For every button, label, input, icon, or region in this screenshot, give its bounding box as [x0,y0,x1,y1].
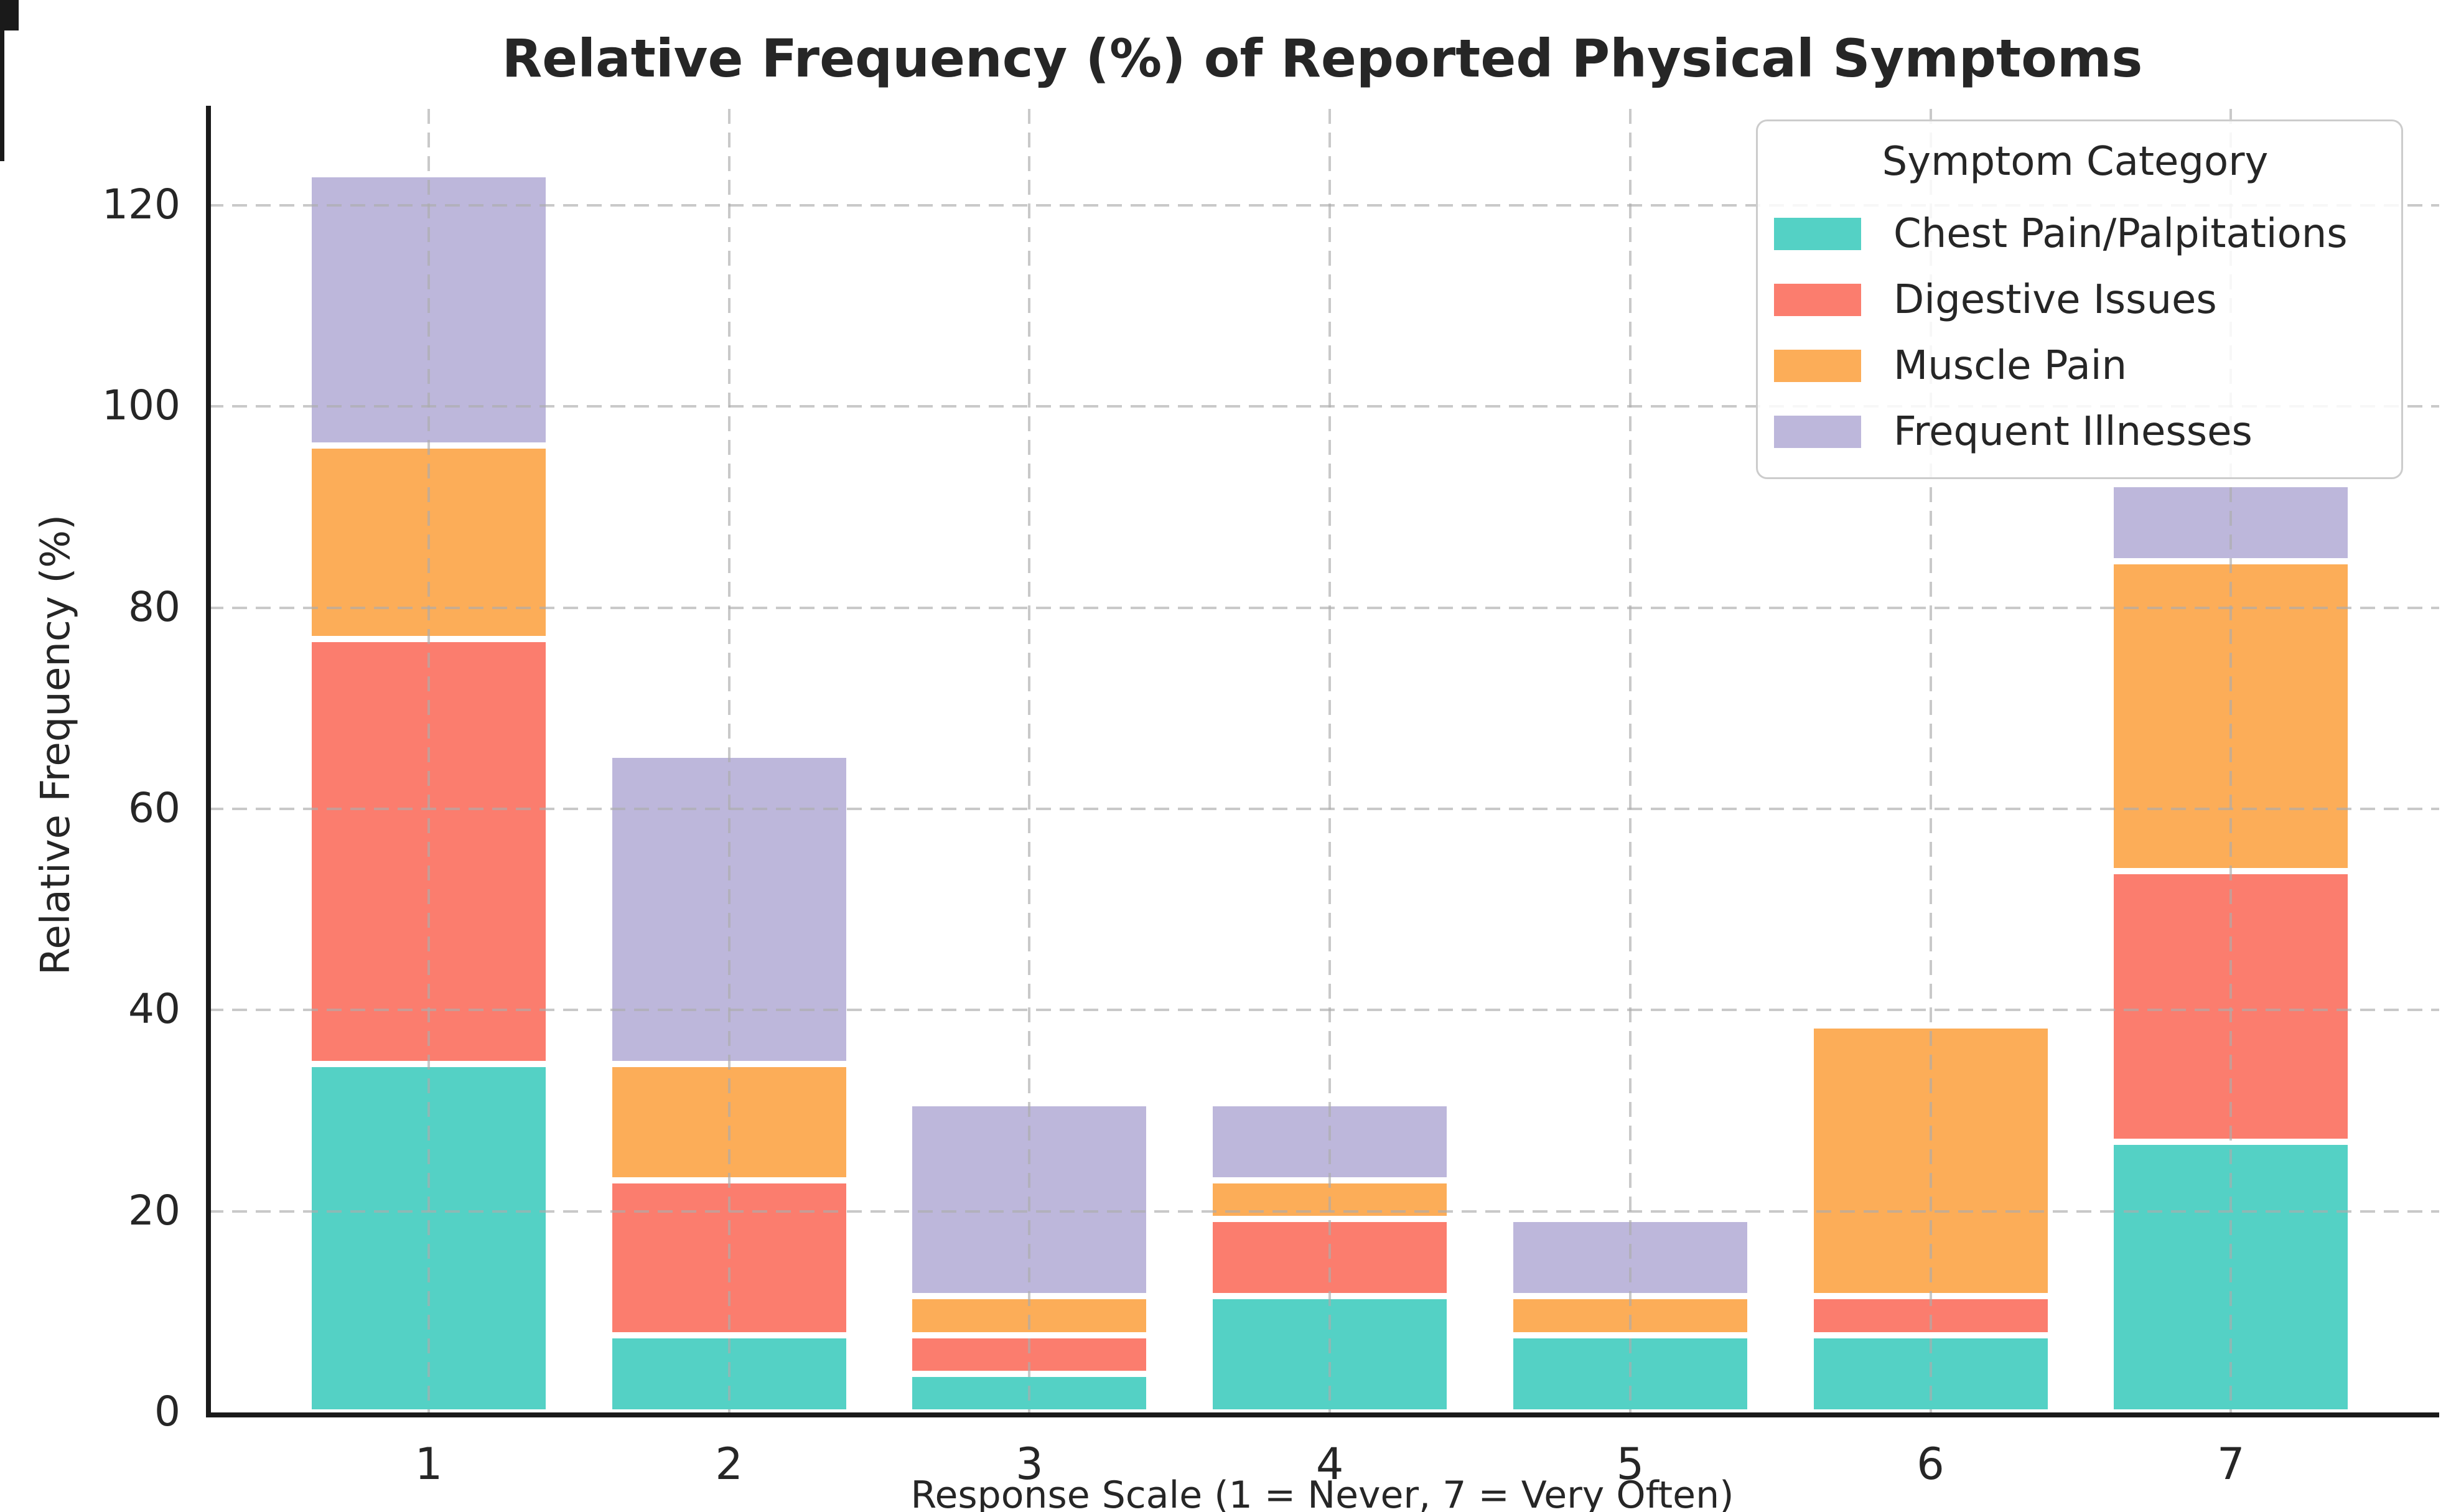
gridline-y-60 [208,808,2439,811]
gridline-x-1 [427,109,430,1412]
y-tickmark-100 [0,22,19,26]
gridline-x-6 [1929,109,1932,1412]
y-axis-spine [206,106,211,1417]
y-tick-label-100: 100 [102,381,180,430]
gridline-y-120 [208,204,2439,207]
x-axis-label: Response Scale (1 = Never, 7 = Very Ofte… [910,1473,1734,1512]
gridline-x-2 [727,109,731,1412]
y-tickmark-20 [0,4,19,9]
gridline-x-7 [2229,109,2233,1412]
legend-label-digestive: Digestive Issues [1893,277,2217,323]
gridline-y-40 [208,1009,2439,1012]
legend-swatch-frequent-illnesses [1774,416,1861,448]
x-tickmark-3 [0,68,4,86]
y-tick-label-60: 60 [128,784,180,833]
y-tickmark-60 [0,13,19,17]
legend-label-muscle-pain: Muscle Pain [1893,343,2127,389]
legend-swatch-chest-pain [1774,218,1861,250]
x-tickmark-4 [0,86,4,105]
y-tick-label-40: 40 [128,985,180,1034]
x-tick-label-2: 2 [715,1439,743,1490]
x-tickmark-5 [0,105,4,124]
y-tickmark-120 [0,26,19,30]
y-tickmark-40 [0,9,19,13]
y-tickmark-0 [0,0,19,4]
x-tick-label-7: 7 [2217,1439,2245,1490]
x-tick-label-5: 5 [1616,1439,1645,1490]
gridline-y-80 [208,606,2439,609]
y-tickmark-80 [0,17,19,22]
legend-item-frequent-illnesses: Frequent Illnesses [1774,399,2376,465]
legend: Symptom Category Chest Pain/Palpitations… [1756,119,2403,479]
legend-swatch-digestive [1774,284,1861,316]
x-tick-label-4: 4 [1315,1439,1344,1490]
legend-label-chest-pain: Chest Pain/Palpitations [1893,211,2348,257]
x-tick-label-1: 1 [414,1439,443,1490]
x-tickmark-6 [0,124,4,142]
legend-swatch-muscle-pain [1774,350,1861,382]
x-tickmark-2 [0,49,4,68]
y-tick-label-80: 80 [128,582,180,631]
y-tick-label-120: 120 [102,180,180,229]
gridline-x-5 [1628,109,1632,1412]
gridline-x-3 [1028,109,1031,1412]
x-axis-spine [206,1412,2439,1417]
legend-item-chest-pain: Chest Pain/Palpitations [1774,201,2376,267]
x-tick-label-6: 6 [1916,1439,1944,1490]
legend-item-digestive: Digestive Issues [1774,267,2376,333]
x-tick-label-3: 3 [1015,1439,1043,1490]
y-tick-label-0: 0 [154,1388,180,1435]
legend-item-muscle-pain: Muscle Pain [1774,333,2376,399]
gridline-y-20 [208,1210,2439,1213]
legend-title: Symptom Category [1882,139,2269,185]
gridline-x-4 [1328,109,1332,1412]
x-tickmark-1 [0,30,4,49]
legend-label-frequent-illnesses: Frequent Illnesses [1893,409,2253,455]
x-tickmark-7 [0,142,4,161]
y-tick-label-20: 20 [128,1186,180,1234]
chart-title: Relative Frequency (%) of Reported Physi… [502,28,2143,89]
gridline-y-100 [208,405,2439,408]
